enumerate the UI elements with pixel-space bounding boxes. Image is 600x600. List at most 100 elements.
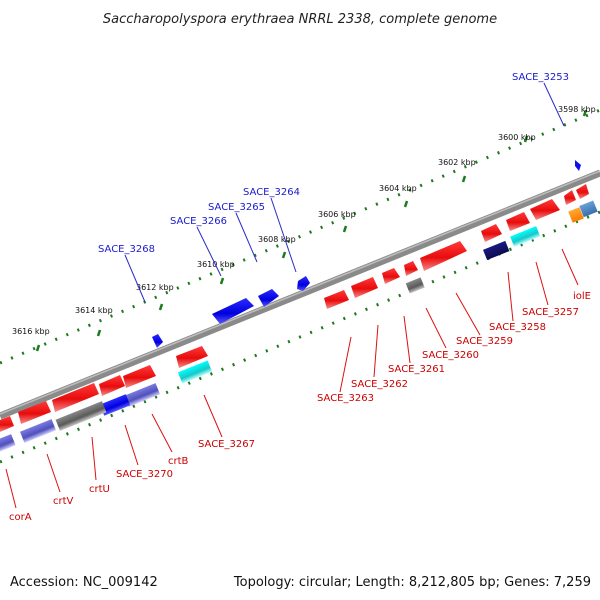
tick-marks <box>35 109 588 352</box>
gene-red-d <box>52 383 99 412</box>
gene-steel <box>579 200 598 218</box>
leader-sace-3253 <box>543 82 565 127</box>
tick-3614 <box>96 329 102 337</box>
gene-crtv <box>19 419 57 443</box>
gene-sace-3258 <box>506 212 530 231</box>
tick-label: 3602 kbp <box>438 158 476 167</box>
label-sace-3258: SACE_3258 <box>489 322 546 333</box>
reverse-genes <box>0 184 598 452</box>
genome-backbone <box>0 169 600 420</box>
leader-sace-3261 <box>403 315 411 364</box>
tick-3600 <box>523 135 529 143</box>
forward-labels: SACE_3253 SACE_3264 SACE_3265 SACE_3266 … <box>98 72 569 255</box>
leader-crtv <box>46 453 61 493</box>
leader-crtu <box>91 436 97 481</box>
label-iole: iolE <box>573 291 591 302</box>
label-sace-3262: SACE_3262 <box>351 379 408 390</box>
tick-label: 3612 kbp <box>136 283 174 292</box>
label-crtv: crtV <box>53 496 74 507</box>
leader-iole <box>561 248 579 286</box>
label-sace-3259: SACE_3259 <box>456 336 513 347</box>
gene-red-c <box>99 375 125 396</box>
tick-label: 3608 kbp <box>258 235 296 244</box>
reverse-labels: iolE SACE_3257 SACE_3258 SACE_3259 SACE_… <box>9 291 591 523</box>
tick-3606 <box>342 225 348 233</box>
leader-sace-3270 <box>124 424 139 466</box>
gene-crtu <box>55 401 107 431</box>
gene-navy-a <box>483 240 510 261</box>
label-sace-3265: SACE_3265 <box>208 202 265 213</box>
label-crtb: crtB <box>168 456 189 467</box>
gene-sace-3264 <box>297 276 310 291</box>
tick-3608 <box>281 251 287 259</box>
leader-crtb <box>151 413 173 453</box>
forward-leaders <box>124 82 565 303</box>
label-sace-3264: SACE_3264 <box>243 187 300 198</box>
gene-sace-3259 <box>481 224 502 242</box>
gene-sace-3262 <box>382 268 400 284</box>
leader-sace-3267 <box>203 394 223 438</box>
gene-sace-3265 <box>258 289 279 307</box>
tick-label: 3616 kbp <box>12 327 50 336</box>
topology-text: Topology: circular; Length: 8,212,805 bp… <box>233 575 591 590</box>
gene-red-f <box>0 416 14 432</box>
leader-cora <box>5 468 17 509</box>
label-cora: corA <box>9 512 32 523</box>
label-sace-3261: SACE_3261 <box>388 364 445 375</box>
label-sace-3257: SACE_3257 <box>522 307 579 318</box>
leader-sace-3262 <box>373 324 379 378</box>
tick-3616 <box>35 344 41 352</box>
label-crtu: crtU <box>89 484 110 495</box>
gene-iole <box>564 190 576 205</box>
leader-sace-3259 <box>455 292 481 336</box>
gene-cyan-a <box>510 226 541 247</box>
gene-gray-a <box>405 277 425 294</box>
leader-sace-3266 <box>196 226 222 277</box>
gene-sace-3267 <box>176 346 208 368</box>
gene-orange <box>568 207 584 223</box>
label-sace-3268: SACE_3268 <box>98 244 155 255</box>
gene-sace-3260 <box>420 241 467 271</box>
gene-cora <box>0 434 16 452</box>
gene-sace-3266 <box>212 298 254 324</box>
leader-sace-3257 <box>535 261 549 306</box>
tick-label: 3606 kbp <box>318 210 356 219</box>
label-sace-3253: SACE_3253 <box>512 72 569 83</box>
gene-cyan-b <box>177 360 213 384</box>
gene-red-a <box>576 184 589 199</box>
label-sace-3266: SACE_3266 <box>170 216 227 227</box>
tick-label: 3614 kbp <box>75 306 113 315</box>
label-sace-3263: SACE_3263 <box>317 393 374 404</box>
tick-label: 3598 kbp <box>558 105 596 114</box>
leader-sace-3260 <box>425 307 447 349</box>
leader-sace-3264 <box>270 197 297 273</box>
forward-genes <box>152 160 581 348</box>
tick-3602 <box>461 175 467 183</box>
outer-tick-track <box>0 108 600 365</box>
gene-sace-3268 <box>152 334 163 348</box>
accession-text: Accession: NC_009142 <box>10 575 158 590</box>
label-sace-3267: SACE_3267 <box>198 439 255 450</box>
leader-sace-3265 <box>235 212 258 263</box>
gene-sace-3253 <box>575 160 581 171</box>
gene-sace-3257 <box>530 199 560 220</box>
gene-sace-3261 <box>404 261 418 276</box>
leader-sace-3258 <box>507 271 514 322</box>
tick-label: 3600 kbp <box>498 133 536 142</box>
gene-red-b <box>324 290 349 309</box>
tick-3604 <box>403 200 409 208</box>
leader-sace-3263 <box>339 336 352 393</box>
label-sace-3260: SACE_3260 <box>422 350 479 361</box>
reverse-leaders <box>5 248 579 509</box>
gene-sace-3263 <box>351 277 378 298</box>
gene-purple-a <box>123 383 161 407</box>
tick-label: 3604 kbp <box>379 184 417 193</box>
label-sace-3270: SACE_3270 <box>116 469 173 480</box>
map-title: Saccharopolyspora erythraea NRRL 2338, c… <box>103 12 497 27</box>
gene-sace-3270 <box>99 394 131 416</box>
tick-3610 <box>219 277 225 285</box>
gene-red-e <box>18 401 51 424</box>
gene-crtb <box>123 365 156 388</box>
tick-3612 <box>158 303 164 311</box>
